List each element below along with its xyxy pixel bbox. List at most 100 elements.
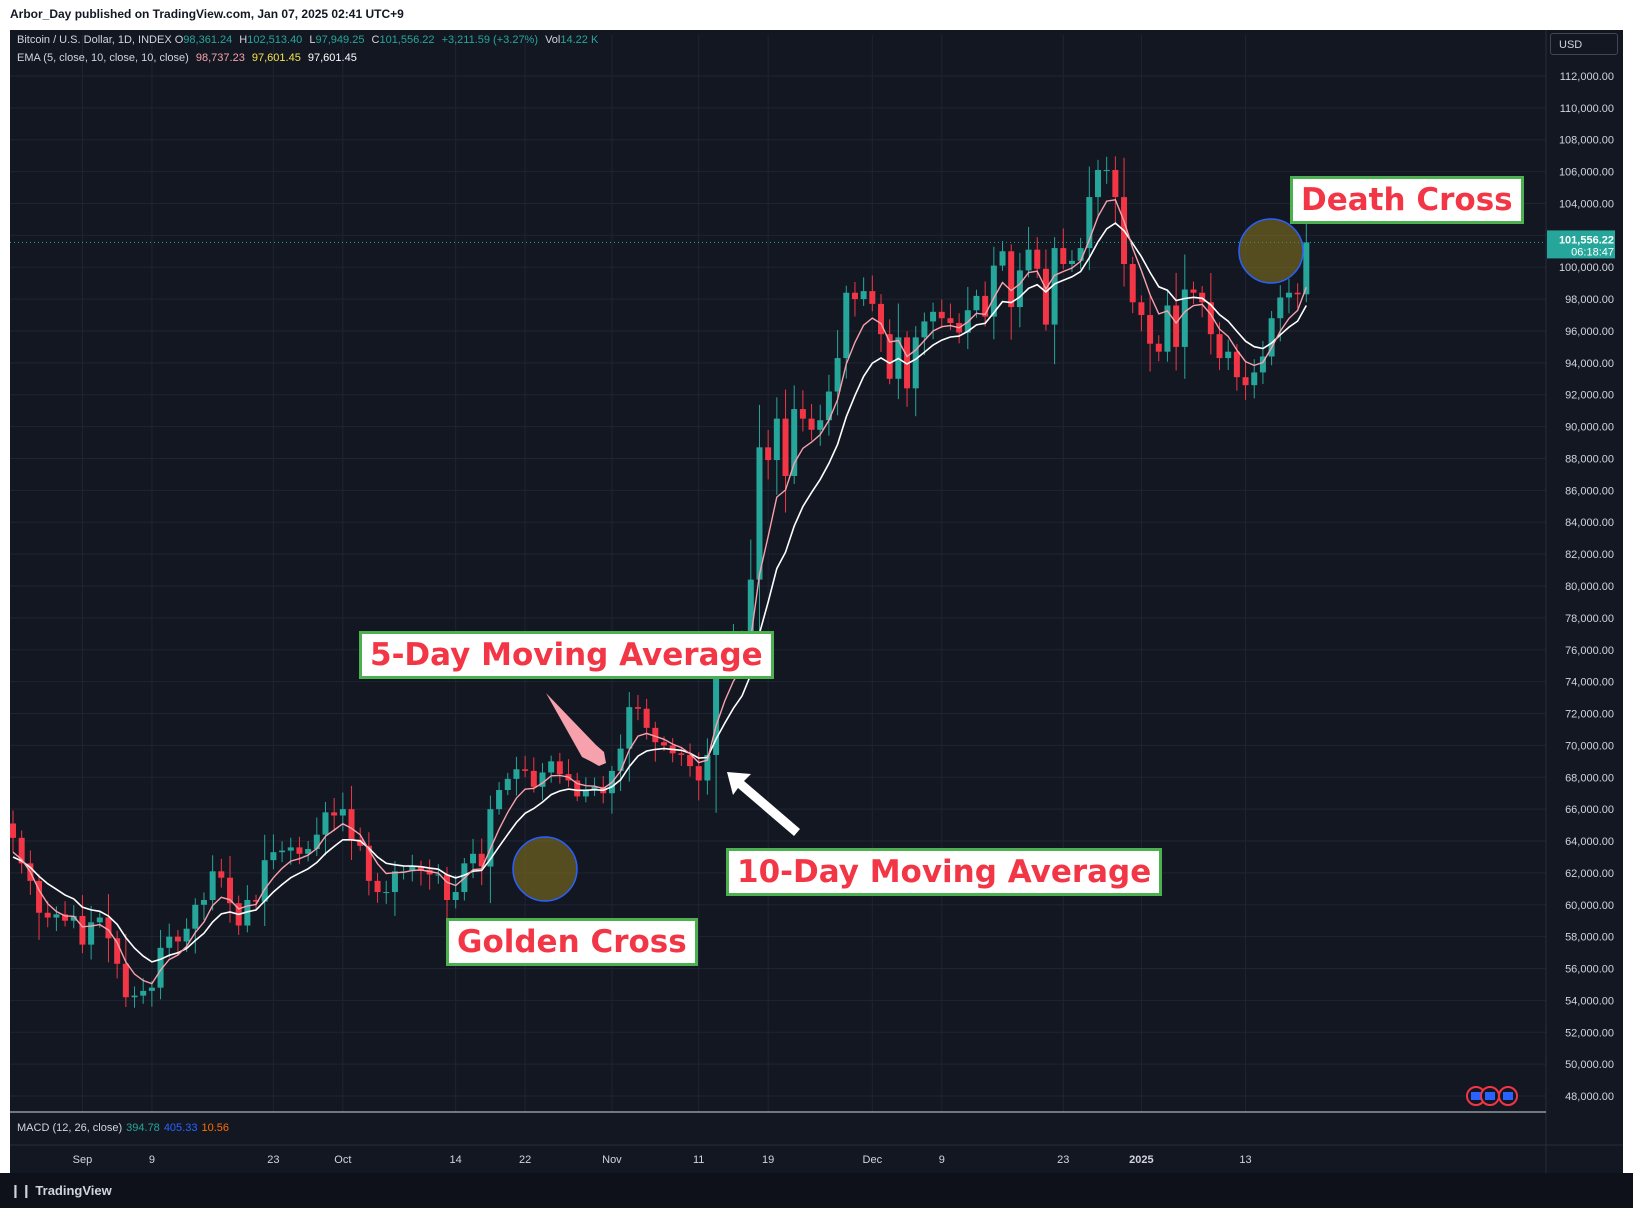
candle-body bbox=[391, 871, 398, 893]
ema-label[interactable]: EMA (5, close, 10, close, 10, close) bbox=[17, 52, 189, 64]
ema-legend: EMA (5, close, 10, close, 10, close) 98,… bbox=[17, 52, 361, 64]
macd-label: MACD (12, 26, close) bbox=[17, 1122, 123, 1134]
candle-body bbox=[227, 877, 233, 904]
candle-body bbox=[860, 291, 867, 300]
candle-body bbox=[851, 292, 858, 300]
price-tick-label: 60,000.00 bbox=[1565, 900, 1614, 912]
candle-body bbox=[713, 656, 720, 755]
price-tick-label: 106,000.00 bbox=[1559, 167, 1614, 179]
candle-body bbox=[36, 880, 43, 913]
ohlc-legend: Bitcoin / U.S. Dollar, 1D, INDEX O98,361… bbox=[17, 34, 602, 46]
candle-body bbox=[1216, 334, 1223, 359]
candle-body bbox=[1242, 377, 1249, 386]
candle-body bbox=[487, 809, 494, 867]
ema-10-line bbox=[12, 222, 1307, 963]
candle-body bbox=[556, 761, 563, 775]
candle-body bbox=[1034, 249, 1041, 269]
candle-body bbox=[947, 318, 954, 323]
price-tick-label: 96,000.00 bbox=[1565, 326, 1614, 338]
candle-body bbox=[417, 866, 424, 870]
candle-body bbox=[756, 447, 763, 580]
price-tick-label: 64,000.00 bbox=[1565, 836, 1614, 848]
candle-body bbox=[313, 834, 320, 849]
last-price-tag[interactable] bbox=[1547, 230, 1615, 259]
price-tick-label: 56,000.00 bbox=[1565, 964, 1614, 976]
candle-body bbox=[1207, 302, 1214, 335]
symbol-name[interactable]: Bitcoin / U.S. Dollar, 1D, INDEX bbox=[17, 34, 172, 46]
time-axis[interactable]: Sep 9 23 Oct 14 22 Nov 11 19 Dec 9 23 2025 13 bbox=[10, 1111, 1623, 1166]
candle-body bbox=[878, 303, 884, 335]
candle-body bbox=[88, 922, 95, 945]
candle-body bbox=[270, 852, 277, 861]
candle-body bbox=[1164, 305, 1171, 352]
arrow-5-day-icon bbox=[546, 693, 606, 766]
candle-body bbox=[1294, 292, 1301, 295]
candle-body bbox=[999, 251, 1006, 266]
candle-body bbox=[1225, 351, 1232, 359]
price-tick-label: 68,000.00 bbox=[1565, 772, 1614, 784]
candle-body bbox=[1129, 264, 1136, 303]
price-tick-label: 108,000.00 bbox=[1559, 135, 1614, 147]
price-tick-label: 58,000.00 bbox=[1565, 932, 1614, 944]
candle-body bbox=[348, 809, 355, 840]
candle-body bbox=[704, 754, 711, 781]
macd-legend[interactable]: MACD (12, 26, close) 394.78 405.33 10.56 bbox=[17, 1122, 229, 1134]
candle-body bbox=[96, 917, 103, 923]
tradingview-logo[interactable]: ❙❙ TradingView bbox=[10, 1183, 112, 1199]
price-tick-label: 88,000.00 bbox=[1565, 453, 1614, 465]
price-tick-label: 54,000.00 bbox=[1565, 995, 1614, 1007]
candle-body bbox=[817, 420, 824, 430]
candle-body bbox=[148, 987, 155, 991]
time-tick-label: 22 bbox=[519, 1154, 531, 1166]
candle-body bbox=[687, 754, 694, 767]
candle-body bbox=[157, 947, 164, 988]
candle-body bbox=[1138, 302, 1145, 316]
candle-body bbox=[1086, 197, 1093, 249]
time-tick-label: Sep bbox=[73, 1154, 93, 1166]
candle-body bbox=[695, 766, 702, 781]
candle-body bbox=[357, 839, 364, 846]
footer-bar bbox=[0, 1173, 1633, 1208]
candle-body bbox=[773, 418, 780, 461]
candle-body bbox=[1233, 351, 1240, 378]
candle-body bbox=[1277, 297, 1284, 319]
time-tick-label: 14 bbox=[450, 1154, 462, 1166]
candle-body bbox=[218, 871, 225, 878]
candle-body bbox=[921, 321, 928, 338]
candle-body bbox=[200, 900, 207, 905]
ema-value-1: 98,737.23 bbox=[195, 52, 245, 64]
volume-label: Vol bbox=[545, 34, 561, 46]
price-tick-label: 84,000.00 bbox=[1565, 517, 1614, 529]
candle-body bbox=[1025, 249, 1032, 271]
candle-body bbox=[548, 761, 555, 773]
price-axis[interactable]: 48,000.00 50,000.00 52,000.00 54,000.00 56,0… bbox=[1545, 30, 1614, 1173]
candle-body bbox=[643, 708, 650, 728]
candle-body bbox=[166, 936, 173, 948]
ema-5-line bbox=[12, 199, 1307, 985]
candle-body bbox=[886, 334, 893, 379]
price-tick-label: 86,000.00 bbox=[1565, 485, 1614, 497]
annotation-death-cross: Death Cross bbox=[1290, 176, 1524, 224]
price-tick-label: 62,000.00 bbox=[1565, 868, 1614, 880]
candle-body bbox=[973, 295, 980, 311]
price-tick-label: 94,000.00 bbox=[1565, 358, 1614, 370]
price-tick-label: 66,000.00 bbox=[1565, 804, 1614, 816]
publisher-text: Arbor_Day published on TradingView.com, … bbox=[10, 7, 404, 21]
candle-body bbox=[591, 786, 598, 791]
currency-selector[interactable]: USD bbox=[1550, 33, 1618, 55]
candle-body bbox=[626, 707, 633, 749]
candle-body bbox=[582, 790, 589, 797]
price-tick-label: 100,000.00 bbox=[1559, 262, 1614, 274]
candle-body bbox=[478, 853, 485, 867]
candle-body bbox=[253, 900, 260, 902]
candle-body bbox=[1016, 270, 1023, 308]
annotation-5-day-ma: 5-Day Moving Average bbox=[359, 631, 774, 679]
candle-body bbox=[678, 753, 685, 755]
candle-body bbox=[296, 847, 303, 854]
price-tick-label: 80,000.00 bbox=[1565, 581, 1614, 593]
candle-body bbox=[287, 847, 294, 851]
candle-body bbox=[869, 291, 876, 304]
candle-body bbox=[244, 900, 251, 926]
candle-body bbox=[1303, 242, 1310, 295]
